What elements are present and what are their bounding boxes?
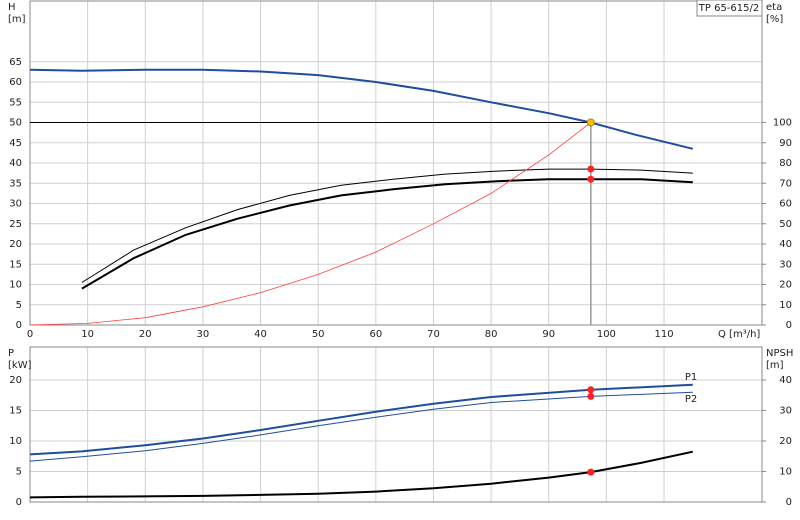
y-tick-label: 25 <box>9 219 22 230</box>
x-tick-label: 100 <box>597 329 616 340</box>
y-tick-label: 65 <box>9 57 22 68</box>
series-label: P1 <box>685 372 697 383</box>
y2-tick-label: 30 <box>779 259 792 270</box>
plot-frame <box>29 346 763 503</box>
x-axis-label: Q [m³/h] <box>718 329 760 340</box>
duty-point <box>587 386 595 394</box>
y-tick-label: 0 <box>16 320 22 331</box>
duty-point <box>586 118 595 127</box>
y2-axis-label: [%] <box>766 14 783 25</box>
y2-axis-label: NPSH <box>766 348 793 359</box>
y2-tick-label: 10 <box>779 300 792 311</box>
x-tick-label: 70 <box>427 329 440 340</box>
y-tick-label: 60 <box>9 77 22 88</box>
curve <box>29 450 694 499</box>
duty-point <box>587 468 595 476</box>
y2-tick-label: 40 <box>779 375 792 386</box>
x-tick-label: 40 <box>254 329 267 340</box>
y2-tick-label: 30 <box>779 405 792 416</box>
y-tick-label: 40 <box>9 158 22 169</box>
y2-tick-label: 10 <box>779 466 792 477</box>
y-tick-label: 35 <box>9 178 22 189</box>
y2-tick-label: 20 <box>779 280 792 291</box>
duty-point <box>587 165 595 173</box>
y-axis-label: H <box>8 2 16 13</box>
y2-tick-label: 80 <box>779 158 792 169</box>
y2-tick-label: 0 <box>786 320 792 331</box>
x-tick-label: 110 <box>654 329 673 340</box>
y-tick-label: 55 <box>9 97 22 108</box>
y-tick-label: 10 <box>9 280 22 291</box>
y2-tick-label: 60 <box>779 199 792 210</box>
duty-point <box>587 175 595 183</box>
curve <box>29 383 693 456</box>
y-tick-label: 15 <box>9 405 22 416</box>
y2-tick-label: 0 <box>786 497 792 508</box>
x-tick-label: 30 <box>197 329 210 340</box>
y2-tick-label: 50 <box>779 219 792 230</box>
y2-tick-label: 40 <box>779 239 792 250</box>
curve <box>29 122 592 326</box>
curve <box>29 391 693 462</box>
curve <box>81 178 693 290</box>
y-axis-label: P <box>8 348 14 359</box>
curve <box>81 168 693 283</box>
x-tick-label: 80 <box>485 329 498 340</box>
y2-axis-label: [m] <box>766 360 784 371</box>
y-tick-label: 30 <box>9 199 22 210</box>
y-axis-label: [m] <box>8 14 26 25</box>
x-tick-label: 20 <box>139 329 152 340</box>
y2-tick-label: 90 <box>779 138 792 149</box>
chart-title: TP 65-615/2 <box>698 3 759 14</box>
y-tick-label: 45 <box>9 138 22 149</box>
duty-point <box>587 392 595 400</box>
y-tick-label: 5 <box>16 300 22 311</box>
x-tick-label: 60 <box>369 329 382 340</box>
y-tick-label: 20 <box>9 239 22 250</box>
y-tick-label: 10 <box>9 436 22 447</box>
x-tick-label: 0 <box>27 329 33 340</box>
y2-axis-label: eta <box>766 2 782 13</box>
y2-tick-label: 70 <box>779 178 792 189</box>
y-axis-label: [kW] <box>8 360 32 371</box>
y-tick-label: 50 <box>9 118 22 129</box>
y2-tick-label: 20 <box>779 436 792 447</box>
y-tick-label: 20 <box>9 375 22 386</box>
x-tick-label: 50 <box>312 329 325 340</box>
series-label: P2 <box>685 394 697 405</box>
y2-tick-label: 100 <box>773 118 792 129</box>
y-tick-label: 15 <box>9 259 22 270</box>
plot-frame <box>29 0 763 326</box>
x-tick-label: 90 <box>542 329 555 340</box>
y-tick-label: 5 <box>16 466 22 477</box>
x-tick-label: 10 <box>81 329 94 340</box>
title-box <box>696 0 763 17</box>
y-tick-label: 0 <box>16 497 22 508</box>
